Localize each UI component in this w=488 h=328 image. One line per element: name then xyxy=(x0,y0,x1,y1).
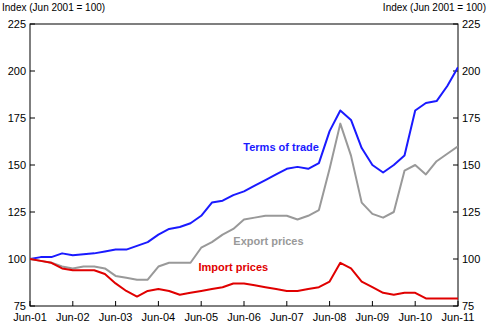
x-tick xyxy=(415,301,416,306)
y2-tick xyxy=(453,118,458,119)
y-tick xyxy=(30,24,35,25)
x-tick-label: Jun-07 xyxy=(270,311,304,323)
y2-tick-label: 225 xyxy=(462,18,480,30)
y2-tick-label: 125 xyxy=(462,206,480,218)
y-tick-label: 225 xyxy=(8,18,26,30)
y-tick-label: 200 xyxy=(8,65,26,77)
y-tick xyxy=(30,165,35,166)
series-line xyxy=(30,124,458,280)
y-tick xyxy=(30,306,35,307)
x-tick xyxy=(30,301,31,306)
x-tick xyxy=(329,301,330,306)
y2-tick xyxy=(453,24,458,25)
x-tick-label: Jun-05 xyxy=(184,311,218,323)
y2-tick xyxy=(453,259,458,260)
y-tick xyxy=(30,71,35,72)
x-tick xyxy=(286,301,287,306)
x-tick-label: Jun-09 xyxy=(356,311,390,323)
y2-tick-label: 175 xyxy=(462,112,480,124)
y-tick-label: 125 xyxy=(8,206,26,218)
y2-tick-label: 100 xyxy=(462,253,480,265)
x-tick xyxy=(115,301,116,306)
series-label: Export prices xyxy=(233,235,303,247)
y-axis-label: Index (Jun 2001 = 100) xyxy=(2,2,105,13)
chart-svg: 7575100100125125150150175175200200225225… xyxy=(0,0,488,328)
x-tick-label: Jun-08 xyxy=(313,311,347,323)
series-line xyxy=(30,259,458,298)
x-tick-label: Jun-02 xyxy=(56,311,90,323)
series-line xyxy=(30,67,458,259)
x-tick xyxy=(458,301,459,306)
y2-tick xyxy=(453,165,458,166)
x-tick xyxy=(158,301,159,306)
y2-tick xyxy=(453,212,458,213)
y2-tick xyxy=(453,306,458,307)
x-tick-label: Jun-10 xyxy=(398,311,432,323)
x-tick-label: Jun-03 xyxy=(99,311,133,323)
y-tick-label: 100 xyxy=(8,253,26,265)
y2-tick-label: 200 xyxy=(462,65,480,77)
y2-tick-label: 150 xyxy=(462,159,480,171)
x-tick xyxy=(72,301,73,306)
x-tick xyxy=(201,301,202,306)
x-tick xyxy=(372,301,373,306)
y-tick xyxy=(30,118,35,119)
lines xyxy=(30,67,458,298)
plot-frame xyxy=(30,24,458,306)
x-tick-label: Jun-04 xyxy=(142,311,176,323)
series-label: Terms of trade xyxy=(243,141,319,153)
x-tick-label: Jun-01 xyxy=(13,311,47,323)
x-tick-label: Jun-11 xyxy=(442,311,475,323)
chart-container: 7575100100125125150150175175200200225225… xyxy=(0,0,488,328)
y-tick xyxy=(30,212,35,213)
y2-axis-label: Index (Jun 2001 = 100) xyxy=(383,2,486,13)
y-tick-label: 150 xyxy=(8,159,26,171)
y-tick-label: 175 xyxy=(8,112,26,124)
x-tick-label: Jun-06 xyxy=(227,311,261,323)
x-tick xyxy=(244,301,245,306)
series-label: Import prices xyxy=(198,261,268,273)
